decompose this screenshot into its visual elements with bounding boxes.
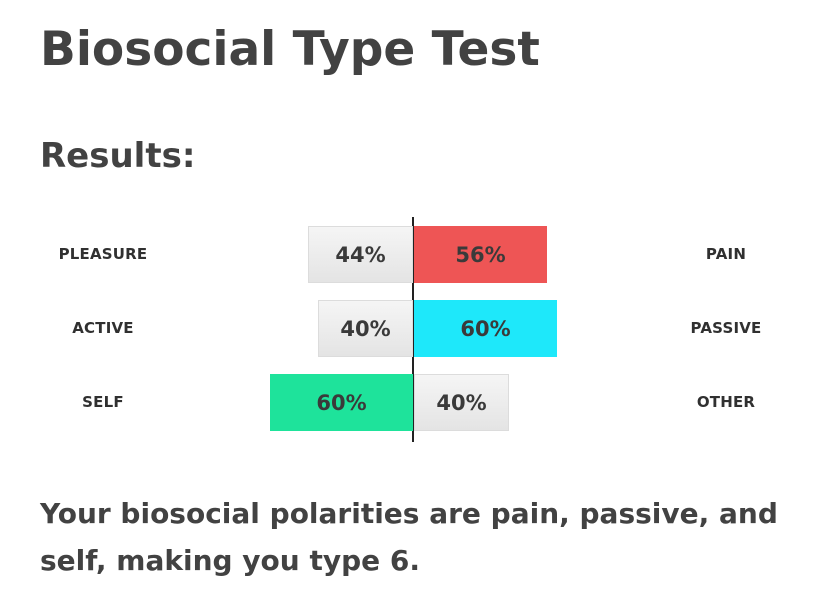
row-left-percent-self: 60% [316, 390, 367, 415]
row-right-label-pain: PAIN [705, 245, 747, 263]
row-right-bar-other: 40% [414, 374, 509, 431]
row-right-percent-passive: 60% [460, 316, 511, 341]
row-right-bar-pain: 56% [414, 226, 547, 283]
row-left-bar-active: 40% [318, 300, 413, 357]
row-left-percent-pleasure: 44% [335, 242, 386, 267]
row-right-percent-pain: 56% [455, 242, 506, 267]
row-left-label-active: ACTIVE [72, 319, 134, 337]
center-axis [412, 217, 414, 442]
page-title: Biosocial Type Test [40, 22, 540, 77]
row-left-bar-self: 60% [270, 374, 413, 431]
row-left-bar-pleasure: 44% [308, 226, 413, 283]
row-right-percent-other: 40% [436, 390, 487, 415]
row-right-label-other: OTHER [696, 393, 756, 411]
row-right-label-passive: PASSIVE [690, 319, 762, 337]
row-left-label-self: SELF [82, 393, 124, 411]
results-heading: Results: [40, 136, 196, 176]
row-left-label-pleasure: PLEASURE [58, 245, 148, 263]
row-right-bar-passive: 60% [414, 300, 557, 357]
summary-text: Your biosocial polarities are pain, pass… [40, 497, 778, 577]
row-left-percent-active: 40% [340, 316, 391, 341]
